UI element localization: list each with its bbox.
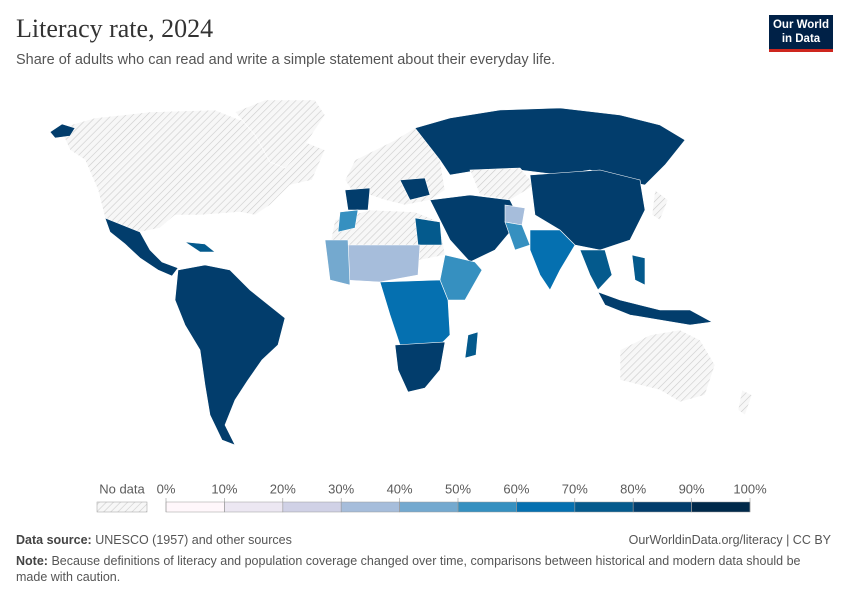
source-label: Data source: — [16, 533, 92, 547]
legend-bin — [632, 501, 692, 513]
greenland — [234, 99, 326, 169]
note-label: Note: — [16, 554, 48, 568]
logo[interactable]: Our World in Data — [769, 15, 833, 52]
west-africa — [324, 239, 351, 286]
legend-bin — [457, 501, 517, 513]
no-data-swatch — [96, 501, 148, 513]
pakistan — [504, 221, 531, 251]
central-africa — [379, 279, 451, 346]
legend-bin — [516, 501, 576, 513]
source: Data source: UNESCO (1957) and other sou… — [16, 533, 292, 547]
legend-tick-label: 50% — [445, 481, 471, 496]
caribbean — [184, 241, 216, 253]
sahel — [344, 244, 421, 283]
no-data-label: No data — [99, 481, 145, 496]
morocco — [337, 209, 359, 233]
legend-tick-label: 60% — [503, 481, 529, 496]
legend-bin — [340, 501, 400, 513]
note-text: Because definitions of literacy and popu… — [16, 554, 801, 584]
afghanistan — [504, 204, 526, 226]
legend-tick-label: 20% — [270, 481, 296, 496]
legend-bin — [224, 501, 284, 513]
map — [49, 99, 753, 446]
middle-east — [429, 194, 521, 263]
egypt — [414, 217, 443, 246]
southeast-asia — [579, 249, 613, 291]
legend-tick-label: 70% — [562, 481, 588, 496]
new-zealand — [737, 389, 753, 416]
legend-bin — [282, 501, 342, 513]
source-text: UNESCO (1957) and other sources — [95, 533, 292, 547]
legend-bin — [574, 501, 634, 513]
alaska — [49, 123, 76, 139]
note: Note: Because definitions of literacy an… — [16, 553, 831, 585]
logo-line: Our World — [772, 19, 829, 31]
south-america — [174, 264, 286, 446]
japan — [651, 189, 669, 221]
legend: No data 0% 10% 20% 30% 40% 50% 60% 70% 80% 90% 100… — [96, 481, 767, 513]
legend-tick-label: 80% — [620, 481, 646, 496]
balkans — [399, 177, 431, 201]
horn-africa — [439, 254, 483, 301]
central-asia — [469, 167, 536, 201]
madagascar — [464, 331, 479, 359]
russia — [414, 107, 686, 186]
legend-tick-label: 40% — [387, 481, 413, 496]
iberia — [344, 187, 371, 211]
central-america — [104, 217, 179, 277]
australia — [619, 329, 716, 403]
title: Literacy rate, 2024 — [16, 14, 214, 43]
legend-tick-label: 10% — [211, 481, 237, 496]
legend-tick-label: 0% — [157, 481, 176, 496]
subtitle: Share of adults who can read and write a… — [16, 52, 556, 68]
legend-tick-label: 90% — [679, 481, 705, 496]
legend-bin — [691, 501, 751, 513]
southern-africa — [394, 341, 446, 393]
legend-tick-label: 100% — [733, 481, 767, 496]
china — [529, 169, 646, 251]
map-chart: No data 0% 10% 20% 30% 40% 50% 60% 70% 80% 90% 100… — [49, 99, 767, 513]
legend-bin — [165, 501, 225, 513]
legend-tick-label: 30% — [328, 481, 354, 496]
legend-bin — [399, 501, 459, 513]
philippines — [631, 254, 646, 286]
url[interactable]: OurWorldinData.org/literacy | CC BY — [628, 533, 831, 547]
indonesia — [597, 291, 713, 326]
india — [529, 229, 576, 291]
logo-line: in Data — [781, 33, 821, 45]
